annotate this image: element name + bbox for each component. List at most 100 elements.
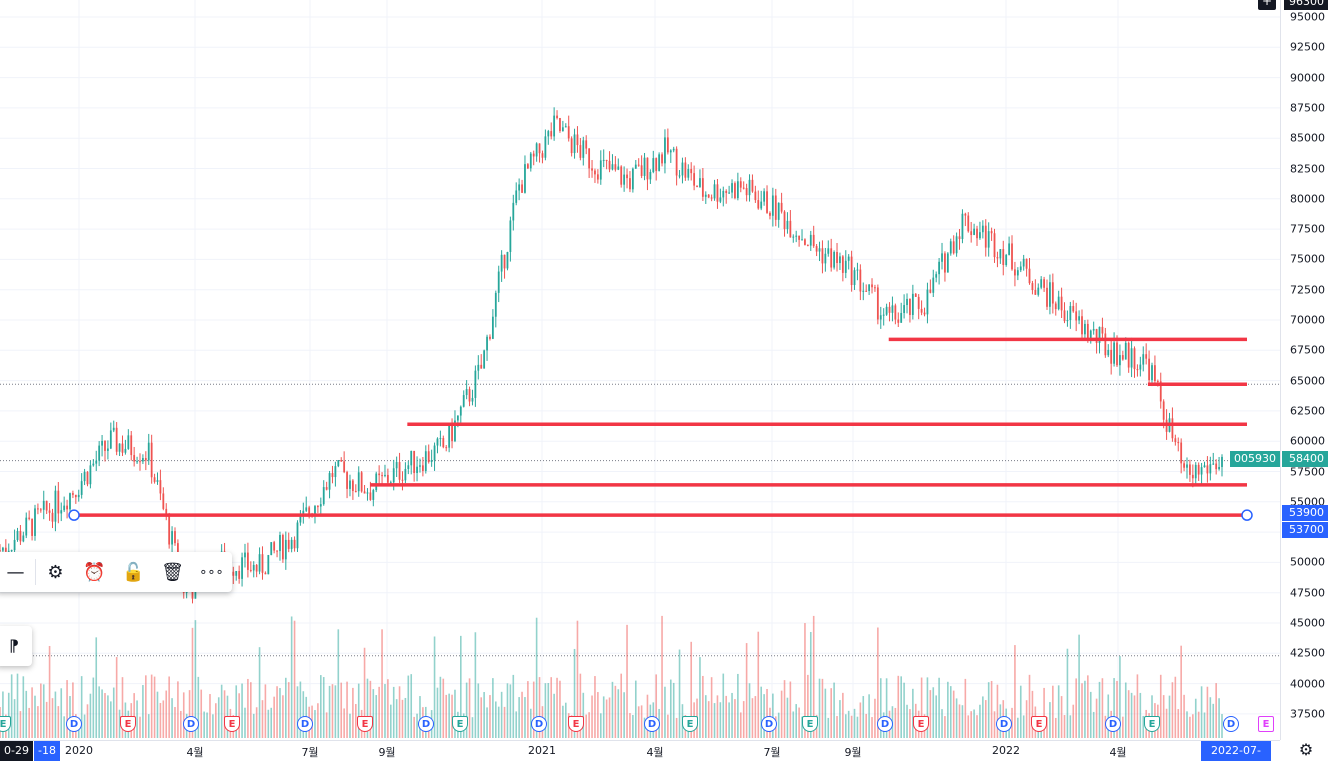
volume-bar xyxy=(1209,697,1212,738)
candle-body xyxy=(847,256,850,261)
volume-bar xyxy=(795,704,797,738)
volume-bar xyxy=(979,704,981,738)
volume-bar xyxy=(255,707,258,738)
dividend-event-icon[interactable]: D xyxy=(531,716,547,732)
dividend-event-icon[interactable]: D xyxy=(297,716,313,732)
dividend-event-icon[interactable]: D xyxy=(877,716,893,732)
earnings-event-icon[interactable]: E xyxy=(224,716,240,732)
candle-body xyxy=(1011,243,1013,270)
price-axis[interactable]: 95000 92500 90000 87500 85000 82500 80000 77500… xyxy=(1280,0,1328,740)
candle-body xyxy=(147,442,150,461)
volume-bar xyxy=(223,690,226,738)
candle-body xyxy=(961,213,964,240)
price-tick-label: 40000 xyxy=(1290,677,1325,691)
volume-bar xyxy=(909,709,911,738)
volume-bar xyxy=(1171,682,1174,738)
price-chart[interactable] xyxy=(0,0,1280,740)
dividend-event-icon[interactable]: D xyxy=(761,716,777,732)
price-tick-label: 57500 xyxy=(1290,465,1325,478)
earnings-event-icon[interactable]: E xyxy=(913,716,929,732)
earnings-event-icon[interactable]: E xyxy=(1144,716,1160,732)
volume-bar xyxy=(16,673,19,738)
volume-bar xyxy=(1168,695,1171,738)
volume-bar xyxy=(115,657,118,738)
volume-bar xyxy=(678,649,681,738)
volume-bar xyxy=(859,702,862,738)
candle-body xyxy=(235,570,238,576)
volume-bar xyxy=(637,706,640,738)
candle-body xyxy=(1203,465,1206,468)
volume-bar xyxy=(471,717,474,738)
volume-bar xyxy=(879,678,882,738)
add-alert-clock-icon[interactable]: ⏰ xyxy=(83,561,106,583)
volume-bar xyxy=(378,686,380,738)
earnings-event-icon[interactable]: E xyxy=(0,716,11,732)
dividend-event-icon[interactable]: D xyxy=(183,716,199,732)
candle-body xyxy=(246,552,249,570)
trash-icon[interactable]: 🗑 xyxy=(161,561,184,583)
volume-bar xyxy=(63,716,65,738)
dividend-event-icon[interactable]: D xyxy=(644,716,660,732)
candle-body xyxy=(874,287,876,289)
candle-body xyxy=(731,183,733,193)
candle-body xyxy=(153,477,156,482)
volume-bar xyxy=(1215,683,1217,738)
candle-body xyxy=(769,212,771,216)
volume-bar xyxy=(1159,674,1162,738)
candle-body xyxy=(666,137,669,153)
lock-icon[interactable]: 🔓 xyxy=(122,561,145,583)
candle-body xyxy=(386,474,389,483)
candle-body xyxy=(876,287,879,320)
candle-body xyxy=(926,289,929,315)
dividend-event-icon[interactable]: D xyxy=(1223,716,1239,732)
earnings-event-icon[interactable]: E xyxy=(452,716,468,732)
earnings-event-icon[interactable]: E xyxy=(1031,716,1047,732)
volume-bar xyxy=(7,692,10,738)
line-style-button[interactable]: — xyxy=(6,561,25,583)
volume-bar xyxy=(597,692,599,738)
earnings-event-icon[interactable]: E xyxy=(568,716,584,732)
price-tick-label: 60000 xyxy=(1290,434,1325,448)
volume-bar xyxy=(390,704,392,738)
volume-bar xyxy=(10,674,13,738)
volume-bar xyxy=(952,690,955,738)
candle-body xyxy=(911,293,914,315)
volume-bar xyxy=(722,673,725,738)
earnings-event-icon[interactable]: E xyxy=(357,716,373,732)
settings-gear-icon[interactable]: ⚙ xyxy=(47,561,64,583)
dividend-event-icon[interactable]: D xyxy=(996,716,1012,732)
dividend-event-icon[interactable]: D xyxy=(418,716,434,732)
candle-body xyxy=(1089,330,1092,339)
candle-body xyxy=(696,185,698,187)
earnings-event-icon[interactable]: E xyxy=(802,716,818,732)
drawing-tools-mini-bar[interactable]: ⁋ xyxy=(0,626,32,666)
candle-body xyxy=(343,461,346,473)
candle-body xyxy=(801,239,803,241)
candle-body xyxy=(1133,348,1136,370)
volume-bar xyxy=(900,676,902,738)
dividend-event-icon[interactable]: D xyxy=(66,716,82,732)
candle-body xyxy=(270,542,273,556)
candle-body xyxy=(261,554,264,573)
more-options-icon[interactable]: ∘∘∘ xyxy=(199,564,224,580)
earnings-event-icon[interactable]: E xyxy=(120,716,136,732)
volume-bar xyxy=(343,708,345,738)
volume-bar xyxy=(608,697,611,738)
candle-body xyxy=(83,471,86,482)
candle-body xyxy=(1084,323,1086,335)
volume-bar xyxy=(1200,686,1203,738)
volume-bar xyxy=(929,690,932,738)
time-axis[interactable]: 0-29 -18 2022-07-12 2020 4월 7월 9월 2021 4월 7월 9월… xyxy=(0,740,1280,777)
dividend-event-icon[interactable]: D xyxy=(1105,716,1121,732)
volume-bar xyxy=(150,674,153,738)
earnings-event-icon[interactable]: E xyxy=(682,716,698,732)
candle-body xyxy=(421,465,424,471)
volume-bar xyxy=(865,713,867,738)
chart-area[interactable] xyxy=(0,0,1280,740)
chart-settings-gear-icon[interactable]: ⚙ xyxy=(1298,740,1314,759)
earnings-event-icon[interactable]: E xyxy=(1258,716,1274,732)
volume-bar xyxy=(1075,678,1077,738)
add-alert-plus-icon[interactable]: + xyxy=(1258,0,1276,10)
volume-bar xyxy=(203,711,205,738)
volume-bar xyxy=(550,677,553,738)
